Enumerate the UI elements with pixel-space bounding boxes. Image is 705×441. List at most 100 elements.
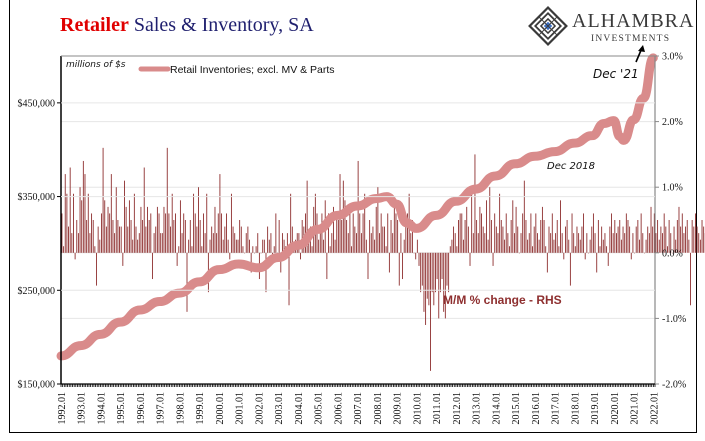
bar xyxy=(137,239,139,253)
bar xyxy=(352,213,354,253)
bar xyxy=(273,246,275,253)
bar xyxy=(380,213,382,253)
bar xyxy=(678,206,680,253)
bar xyxy=(91,213,93,253)
bar xyxy=(68,226,69,253)
bar xyxy=(431,252,433,293)
bar xyxy=(492,252,494,266)
bar xyxy=(517,226,519,253)
bar xyxy=(384,226,385,253)
bar xyxy=(523,180,525,253)
bar xyxy=(198,187,199,253)
bar xyxy=(665,226,667,253)
bar xyxy=(122,252,124,266)
bar xyxy=(655,233,657,253)
bar xyxy=(244,252,246,254)
bar xyxy=(199,220,201,253)
bar xyxy=(578,233,580,253)
bar xyxy=(667,246,668,253)
bar xyxy=(584,252,586,260)
bar xyxy=(270,233,272,253)
bar xyxy=(97,226,99,253)
bar xyxy=(459,213,461,253)
bar xyxy=(607,252,609,266)
logo-subtitle: INVESTMENTS xyxy=(591,34,671,44)
bar xyxy=(504,239,506,253)
bar xyxy=(160,233,162,253)
bar xyxy=(696,226,698,253)
bar xyxy=(428,252,430,306)
annotation-dec-2018: Dec 2018 xyxy=(547,161,595,172)
bar xyxy=(125,206,127,253)
bar xyxy=(142,220,144,253)
x-tick-label: 2017.01 xyxy=(551,392,562,425)
x-tick-label: 2001.01 xyxy=(235,392,246,425)
bar xyxy=(260,252,262,254)
bar xyxy=(629,226,631,253)
bar xyxy=(370,233,372,253)
bar xyxy=(546,252,548,273)
units-label: millions of $s xyxy=(66,60,126,70)
bar xyxy=(280,252,282,273)
bar xyxy=(171,193,173,253)
bar xyxy=(512,200,514,253)
bar xyxy=(479,206,481,253)
bar xyxy=(245,233,247,253)
bar xyxy=(96,252,97,286)
bar xyxy=(645,239,647,253)
bar xyxy=(662,233,663,253)
bar xyxy=(281,233,283,253)
bar xyxy=(69,167,71,253)
bar xyxy=(632,233,634,253)
bar xyxy=(676,220,678,253)
bar xyxy=(495,226,497,253)
bar xyxy=(609,226,611,253)
bar xyxy=(652,226,654,253)
bar xyxy=(630,252,632,260)
bar xyxy=(435,252,436,293)
bar xyxy=(77,233,79,253)
bar xyxy=(393,200,395,253)
x-tick-label: 1999.01 xyxy=(195,392,206,425)
bar xyxy=(369,220,371,253)
bar xyxy=(100,213,102,253)
bar xyxy=(407,213,408,253)
bar xyxy=(522,213,524,253)
bar xyxy=(525,220,527,253)
x-tick-label: 2006.01 xyxy=(333,392,344,425)
bar xyxy=(216,233,218,253)
bar xyxy=(351,246,352,253)
right-tick-label: 0.0% xyxy=(662,248,683,259)
bar xyxy=(449,246,451,253)
bar xyxy=(462,239,464,253)
bar xyxy=(634,252,636,254)
bar xyxy=(99,239,101,253)
bar xyxy=(619,220,621,253)
x-tick-label: 1998.01 xyxy=(175,392,186,425)
bar xyxy=(499,193,501,253)
bar xyxy=(323,239,325,253)
bar xyxy=(453,226,455,253)
x-tick-label: 1994.01 xyxy=(96,392,107,425)
x-tick-label: 2003.01 xyxy=(274,392,285,425)
bar xyxy=(379,233,380,253)
bar xyxy=(130,220,132,253)
arrowhead-icon xyxy=(638,45,645,52)
bar xyxy=(173,220,175,253)
bar xyxy=(242,246,244,253)
bar xyxy=(346,220,348,253)
bar xyxy=(597,220,599,253)
bar xyxy=(188,239,190,253)
left-axis-ticks: $150,000 $250,000 $350,000 $450,000 xyxy=(18,98,655,391)
bar xyxy=(262,239,264,253)
left-tick-label: $350,000 xyxy=(18,192,56,203)
x-tick-label: 2016.01 xyxy=(531,392,542,425)
bar xyxy=(186,252,188,312)
bar xyxy=(471,193,473,253)
bar xyxy=(112,220,114,253)
bar xyxy=(456,246,458,253)
bar xyxy=(625,213,627,253)
bar xyxy=(360,233,362,253)
right-tick-label: 3.0% xyxy=(662,52,683,63)
